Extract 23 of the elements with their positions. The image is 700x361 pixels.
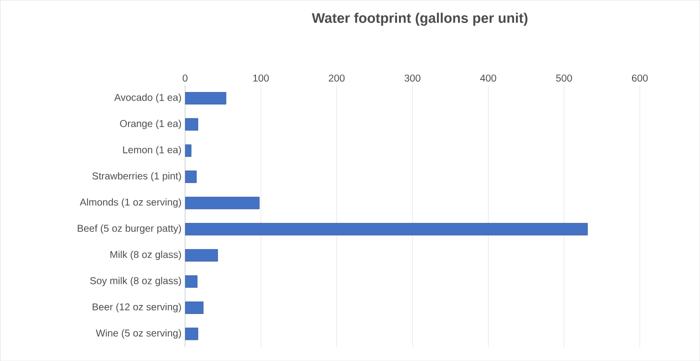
x-tick-label: 300: [404, 74, 420, 82]
y-tick-label: Almonds (1 oz serving): [80, 198, 181, 208]
y-tick-label: Orange (1 ea): [120, 120, 181, 129]
bar: [185, 301, 204, 314]
x-tick-label: 400: [480, 74, 496, 82]
y-tick-label: Milk (8 oz glass): [110, 250, 181, 260]
y-tick-label: Lemon (1 ea): [123, 146, 181, 156]
bar: [185, 92, 226, 104]
y-tick-label: Wine (5 oz serving): [96, 329, 181, 338]
y-tick-label: Soy milk (8 oz glass): [90, 276, 181, 286]
x-tick-label: 600: [632, 74, 648, 82]
y-tick-label: Beer (12 oz serving): [92, 302, 181, 312]
x-tick-label: 0: [182, 74, 188, 82]
bar: [185, 196, 260, 210]
bar: [185, 249, 218, 262]
x-tick-label: 500: [556, 74, 572, 82]
bar: [185, 222, 588, 236]
x-tick-label: 200: [328, 74, 345, 82]
y-tick-label: Strawberries (1 pint): [92, 172, 181, 182]
chart-title: Water footprint (gallons per unit): [312, 12, 528, 26]
y-tick-label: Beef (5 oz burger patty): [78, 224, 181, 234]
x-tick-label: 100: [253, 74, 269, 82]
y-tick-label: Avocado (1 ea): [114, 94, 181, 103]
